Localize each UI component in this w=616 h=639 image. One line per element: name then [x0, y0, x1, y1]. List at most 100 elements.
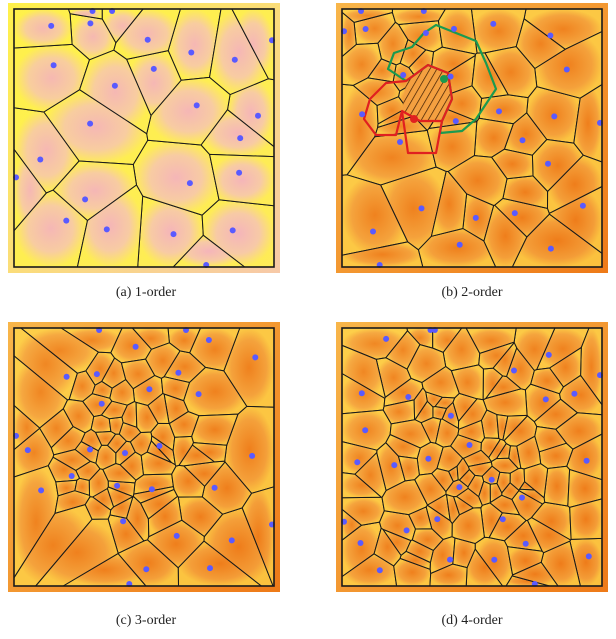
site-point — [362, 26, 369, 32]
site-point — [68, 473, 75, 479]
site-point — [87, 20, 94, 27]
site-point — [50, 62, 57, 69]
site-point — [98, 400, 105, 407]
voronoi-cell — [146, 440, 172, 463]
site-point — [403, 527, 410, 534]
voronoi-cell — [177, 496, 224, 537]
panel-b — [336, 3, 608, 273]
voronoi-cell — [52, 160, 137, 221]
site-point — [207, 565, 213, 572]
voronoi-cell — [107, 433, 127, 454]
voronoi-cell — [527, 517, 571, 554]
voronoi-cell — [13, 8, 73, 49]
voronoi-cell — [399, 39, 427, 69]
site-point — [418, 205, 425, 212]
voronoi-cells — [13, 327, 275, 587]
panel-frame — [341, 327, 603, 587]
voronoi-cell — [74, 477, 90, 496]
voronoi-cells — [341, 327, 603, 587]
caption-b: (b) 2-order — [441, 285, 503, 300]
site-point — [229, 227, 236, 234]
site-point — [122, 450, 128, 456]
site-point — [491, 556, 498, 563]
voronoi-cell — [406, 344, 447, 383]
site-point — [38, 487, 45, 494]
site-point — [400, 72, 407, 78]
site-point — [511, 367, 517, 374]
voronoi-cell — [405, 539, 434, 563]
voronoi-cell — [168, 411, 200, 438]
voronoi-cell — [534, 426, 567, 453]
panel-a — [8, 3, 280, 273]
site-point — [522, 540, 529, 547]
site-point — [87, 120, 94, 127]
voronoi-cells — [13, 8, 275, 268]
voronoi-cell — [492, 342, 518, 377]
voronoi-cell — [518, 488, 546, 505]
site-point — [425, 455, 432, 462]
site-point — [170, 231, 177, 238]
site-point — [499, 516, 506, 523]
site-point — [205, 337, 212, 343]
voronoi-cell — [543, 465, 571, 507]
site-point — [370, 228, 376, 235]
site-point — [236, 169, 243, 176]
site-point — [255, 112, 261, 119]
site-point — [211, 484, 218, 491]
site-point — [376, 567, 383, 574]
site-point — [456, 484, 463, 491]
site-point — [63, 217, 70, 224]
voronoi-cell — [95, 444, 117, 470]
site-point — [175, 369, 182, 376]
site-point — [547, 32, 554, 39]
voronoi-diagram-order-3 — [8, 322, 280, 592]
voronoi-diagram-order-1 — [8, 3, 280, 273]
site-point — [583, 457, 590, 464]
voronoi-cell — [389, 419, 432, 449]
site-point — [195, 391, 202, 398]
voronoi-cell — [447, 155, 508, 206]
site-point — [466, 442, 473, 448]
site-point — [472, 214, 479, 221]
voronoi-diagram-order-2 — [336, 3, 608, 273]
voronoi-cell — [191, 442, 228, 463]
voronoi-cell — [91, 380, 113, 399]
site-point — [231, 56, 238, 63]
voronoi-cell — [373, 527, 402, 567]
green-site — [440, 75, 448, 83]
caption-a: (a) 1-order — [115, 285, 177, 300]
site-point — [249, 452, 256, 459]
site-point — [545, 160, 551, 167]
voronoi-diagram-order-4 — [336, 322, 608, 592]
site-point — [93, 371, 100, 378]
panel-c — [8, 322, 280, 592]
site-point — [237, 135, 244, 142]
voronoi-cell — [451, 507, 485, 544]
caption-d: (d) 4-order — [441, 613, 503, 628]
site-point — [447, 556, 453, 563]
voronoi-cell — [101, 400, 128, 420]
site-point — [447, 412, 454, 419]
panel-d — [336, 322, 608, 592]
site-point — [24, 447, 31, 454]
voronoi-cell — [530, 367, 564, 395]
red-region-outline — [362, 63, 454, 155]
voronoi-cell — [52, 449, 91, 471]
voronoi-cell — [431, 468, 454, 493]
voronoi-cell — [457, 398, 488, 430]
site-point — [132, 343, 139, 350]
site-point — [434, 516, 441, 523]
site-point — [545, 351, 552, 358]
hatched-cell — [402, 65, 452, 121]
voronoi-cell — [489, 494, 520, 516]
site-point — [585, 553, 592, 560]
site-point — [542, 396, 549, 403]
site-point — [186, 180, 193, 187]
site-point — [120, 518, 127, 525]
site-point — [571, 390, 578, 397]
caption-c: (c) 3-order — [115, 613, 177, 628]
site-point — [82, 196, 89, 203]
panel-frame — [13, 8, 275, 268]
site-point — [228, 537, 235, 544]
site-point — [193, 102, 200, 109]
